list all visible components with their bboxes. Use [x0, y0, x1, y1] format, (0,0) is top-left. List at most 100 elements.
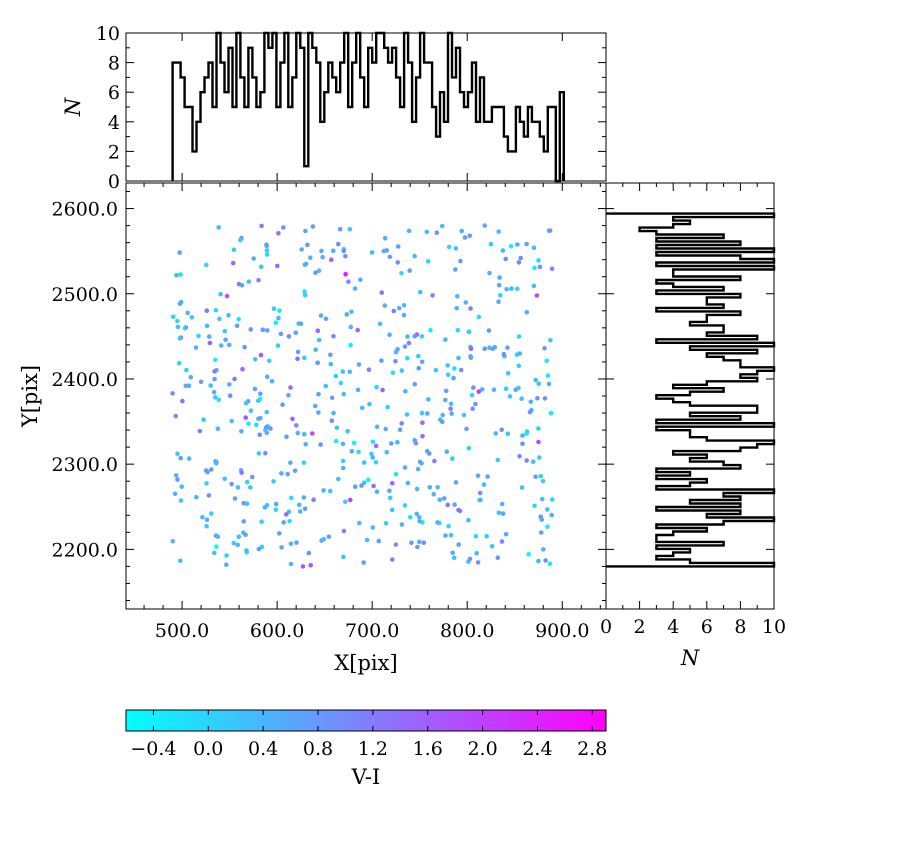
- scatter-point: [318, 442, 323, 447]
- scatter-point: [293, 330, 299, 336]
- scatter-point: [501, 351, 507, 357]
- scatter-point: [178, 558, 183, 564]
- scatter-point: [352, 286, 358, 291]
- scatter-point: [303, 261, 309, 267]
- scatter-point: [264, 243, 270, 248]
- scatter-point: [393, 359, 398, 364]
- scatter-point: [461, 412, 467, 418]
- scatter-point: [402, 344, 408, 349]
- scatter-point: [420, 433, 425, 439]
- scatter-point: [284, 434, 289, 440]
- scatter-point: [302, 431, 307, 437]
- scatter-point: [548, 337, 553, 343]
- scatter-point: [271, 306, 277, 312]
- scatter-point: [347, 227, 353, 232]
- scatter-point: [495, 457, 501, 463]
- scatter-point: [435, 485, 441, 490]
- scatter-point: [289, 495, 294, 501]
- scatter-point: [204, 523, 209, 529]
- scatter-point: [348, 324, 354, 330]
- scatter-point: [356, 362, 362, 367]
- scatter-point: [287, 519, 292, 524]
- scatter-point: [258, 415, 263, 421]
- scatter-point: [275, 343, 281, 348]
- colorbar-tick-label: 0.0: [193, 738, 223, 760]
- scatter-point: [230, 260, 236, 266]
- scatter-point: [419, 334, 425, 339]
- scatter-point: [415, 544, 420, 550]
- scatter-point: [371, 483, 376, 489]
- scatter-point: [292, 468, 298, 474]
- scatter-point: [244, 501, 250, 507]
- scatter-point: [524, 431, 529, 436]
- scatter-point: [334, 425, 340, 431]
- scatter-point: [310, 431, 315, 436]
- scatter-point: [433, 367, 439, 373]
- scatter-point: [280, 402, 285, 408]
- scatter-point: [546, 381, 552, 387]
- scatter-point: [391, 308, 397, 314]
- scatter-point: [486, 328, 492, 333]
- scatter-point: [463, 300, 469, 305]
- scatter-point: [459, 228, 465, 234]
- scatter-point: [445, 363, 451, 368]
- scatter-point: [170, 538, 176, 544]
- scatter-point: [467, 556, 473, 562]
- scatter-point: [349, 449, 355, 454]
- right-histogram-x-label: N: [680, 646, 700, 670]
- colorbar-ticks: −0.4 0.0 0.4 0.8 1.2 1.6 2.0 2.4 2.8: [130, 710, 607, 760]
- scatter-point: [454, 305, 460, 311]
- scatter-point: [308, 563, 314, 568]
- scatter-point: [215, 426, 221, 432]
- scatter-point: [428, 327, 433, 333]
- scatter-point: [462, 235, 468, 240]
- scatter-point: [328, 361, 334, 367]
- scatter-point: [503, 531, 509, 537]
- scatter-point: [500, 248, 506, 253]
- scatter-point: [548, 410, 554, 416]
- scatter-point: [406, 340, 412, 346]
- scatter-point: [227, 393, 233, 399]
- scatter-point: [495, 555, 501, 560]
- scatter-point: [232, 496, 238, 501]
- scatter-point: [542, 346, 547, 351]
- scatter-point: [183, 383, 189, 389]
- scatter-point: [533, 474, 538, 480]
- scatter-point: [524, 309, 530, 315]
- scatter-point: [446, 523, 451, 529]
- scatter-point: [408, 515, 413, 520]
- scatter-point: [295, 430, 301, 436]
- scatter-point: [271, 479, 276, 484]
- scatter-point: [173, 473, 179, 478]
- scatter-point: [229, 418, 234, 424]
- scatter-point: [226, 342, 232, 348]
- scatter-point: [243, 415, 248, 420]
- top-histogram-y-ticks: 0 2 4 6 8 10: [96, 23, 606, 193]
- scatter-point: [536, 381, 541, 387]
- scatter-point: [520, 433, 525, 438]
- scatter-point: [421, 540, 427, 545]
- scatter-point: [396, 305, 402, 311]
- scatter-point: [406, 228, 412, 234]
- scatter-point: [475, 560, 481, 565]
- scatter-point: [549, 266, 555, 272]
- scatter-point: [275, 263, 280, 269]
- scatter-point: [536, 426, 541, 431]
- colorbar-gradient: [125, 709, 607, 732]
- scatter-point: [285, 471, 291, 477]
- scatter-point: [250, 474, 255, 480]
- scatter-point: [456, 542, 462, 547]
- scatter-point: [389, 441, 394, 446]
- scatter-point: [395, 244, 401, 249]
- scatter-point: [547, 228, 553, 233]
- scatter-point: [387, 332, 392, 338]
- scatter-point: [302, 355, 307, 361]
- x-tick-label: 900.0: [535, 620, 589, 642]
- scatter-point: [382, 236, 388, 241]
- scatter-point: [209, 511, 214, 516]
- scatter-point: [171, 314, 176, 320]
- scatter-point: [545, 524, 550, 530]
- scatter-point: [536, 258, 541, 263]
- scatter-point: [385, 404, 391, 410]
- scatter-point: [367, 401, 372, 407]
